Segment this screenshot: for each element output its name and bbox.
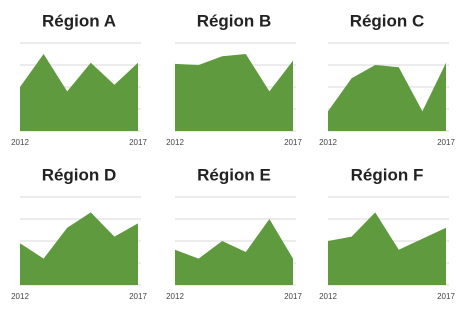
- area: [328, 212, 446, 285]
- x-tick-label: 2012: [11, 138, 29, 147]
- area: [328, 62, 446, 131]
- x-tick-label: 2017: [129, 138, 147, 147]
- chart-title: Région E: [197, 165, 271, 184]
- x-tick-label: 2012: [319, 138, 337, 147]
- chart-title: Région B: [197, 11, 272, 30]
- area: [20, 54, 138, 131]
- area: [175, 219, 293, 285]
- x-tick-label: 2017: [437, 138, 455, 147]
- x-tick-label: 2012: [319, 292, 337, 301]
- area: [175, 54, 293, 131]
- x-tick-label: 2017: [437, 292, 455, 301]
- x-tick-label: 2012: [166, 138, 184, 147]
- chart-title: Région F: [351, 165, 424, 184]
- x-tick-label: 2012: [166, 292, 184, 301]
- chart-title: Région A: [42, 11, 116, 30]
- chart-title: Région C: [350, 11, 425, 30]
- x-tick-label: 2017: [284, 138, 302, 147]
- area: [20, 212, 138, 285]
- x-tick-label: 2017: [284, 292, 302, 301]
- chart-title: Région D: [42, 165, 117, 184]
- x-tick-label: 2012: [11, 292, 29, 301]
- x-tick-label: 2017: [129, 292, 147, 301]
